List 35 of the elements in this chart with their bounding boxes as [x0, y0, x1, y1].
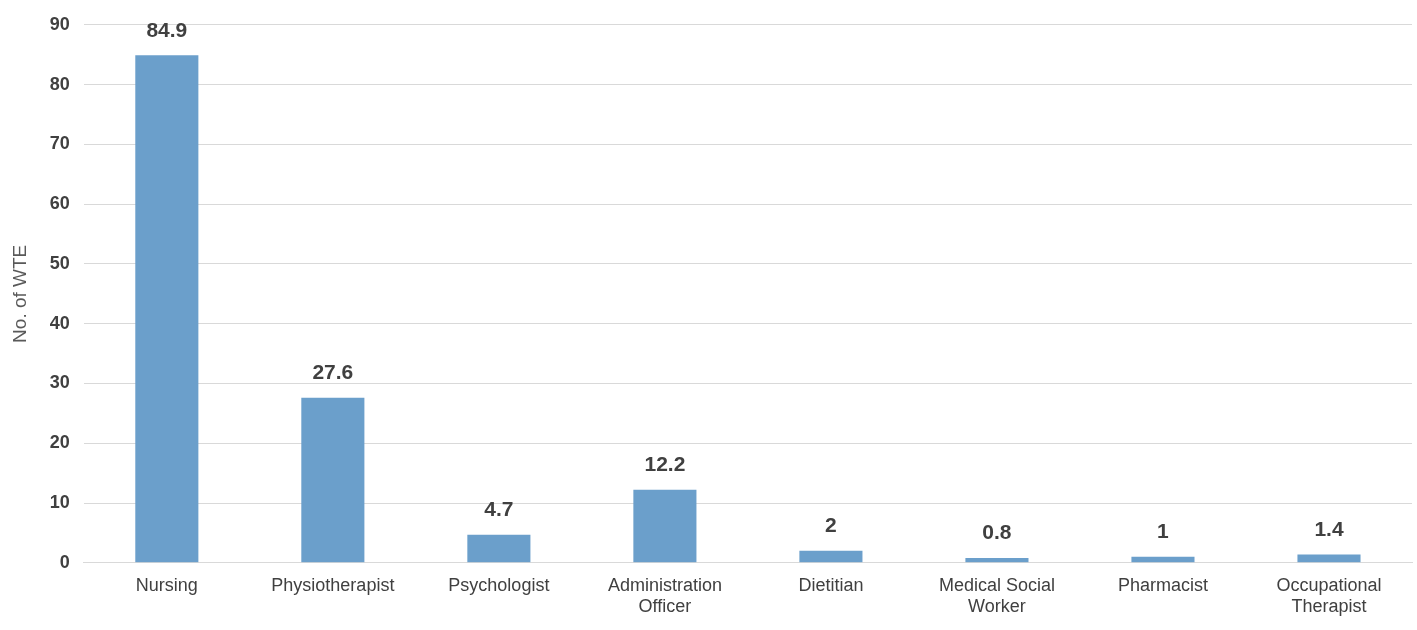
- y-tick-label: 90: [49, 13, 70, 34]
- x-tick-label: Occupational Therapist: [1276, 574, 1382, 617]
- x-tick-label: Medical Social Worker: [938, 574, 1055, 617]
- y-tick-label: 60: [49, 193, 70, 214]
- x-tick-label: Dietitian: [798, 574, 864, 595]
- data-label: 27.6: [312, 360, 354, 384]
- y-tick-label: 80: [49, 73, 70, 94]
- bar: [467, 534, 531, 563]
- x-tick-label: Pharmacist: [1117, 574, 1208, 595]
- bar: [633, 489, 697, 563]
- y-tick-label: 10: [49, 491, 70, 512]
- y-tick-label: 0: [59, 551, 70, 572]
- x-tick-label: Administration Officer: [607, 574, 722, 617]
- bar: [1131, 556, 1195, 563]
- y-tick-label: 30: [49, 372, 70, 393]
- bar: [965, 558, 1029, 563]
- bar: [799, 550, 863, 563]
- y-axis-title: No. of WTE: [8, 244, 30, 343]
- bar: [135, 55, 199, 563]
- data-label: 4.7: [484, 497, 514, 520]
- bar: [301, 397, 365, 563]
- data-label: 1: [1157, 519, 1170, 543]
- data-label: 12.2: [644, 452, 686, 476]
- bar: [1297, 554, 1361, 563]
- x-tick-label: Physiotherapist: [271, 574, 395, 595]
- y-tick-label: 50: [49, 252, 70, 273]
- data-label: 2: [825, 513, 837, 537]
- data-label: 84.9: [146, 17, 188, 41]
- y-tick-label: 40: [49, 312, 70, 333]
- data-label: 0.8: [982, 520, 1012, 544]
- y-tick-label: 20: [49, 432, 70, 453]
- x-tick-label: Psychologist: [448, 574, 550, 595]
- x-tick-label: Nursing: [135, 574, 198, 595]
- data-label: 1.4: [1314, 516, 1344, 540]
- y-tick-label: 70: [49, 133, 70, 154]
